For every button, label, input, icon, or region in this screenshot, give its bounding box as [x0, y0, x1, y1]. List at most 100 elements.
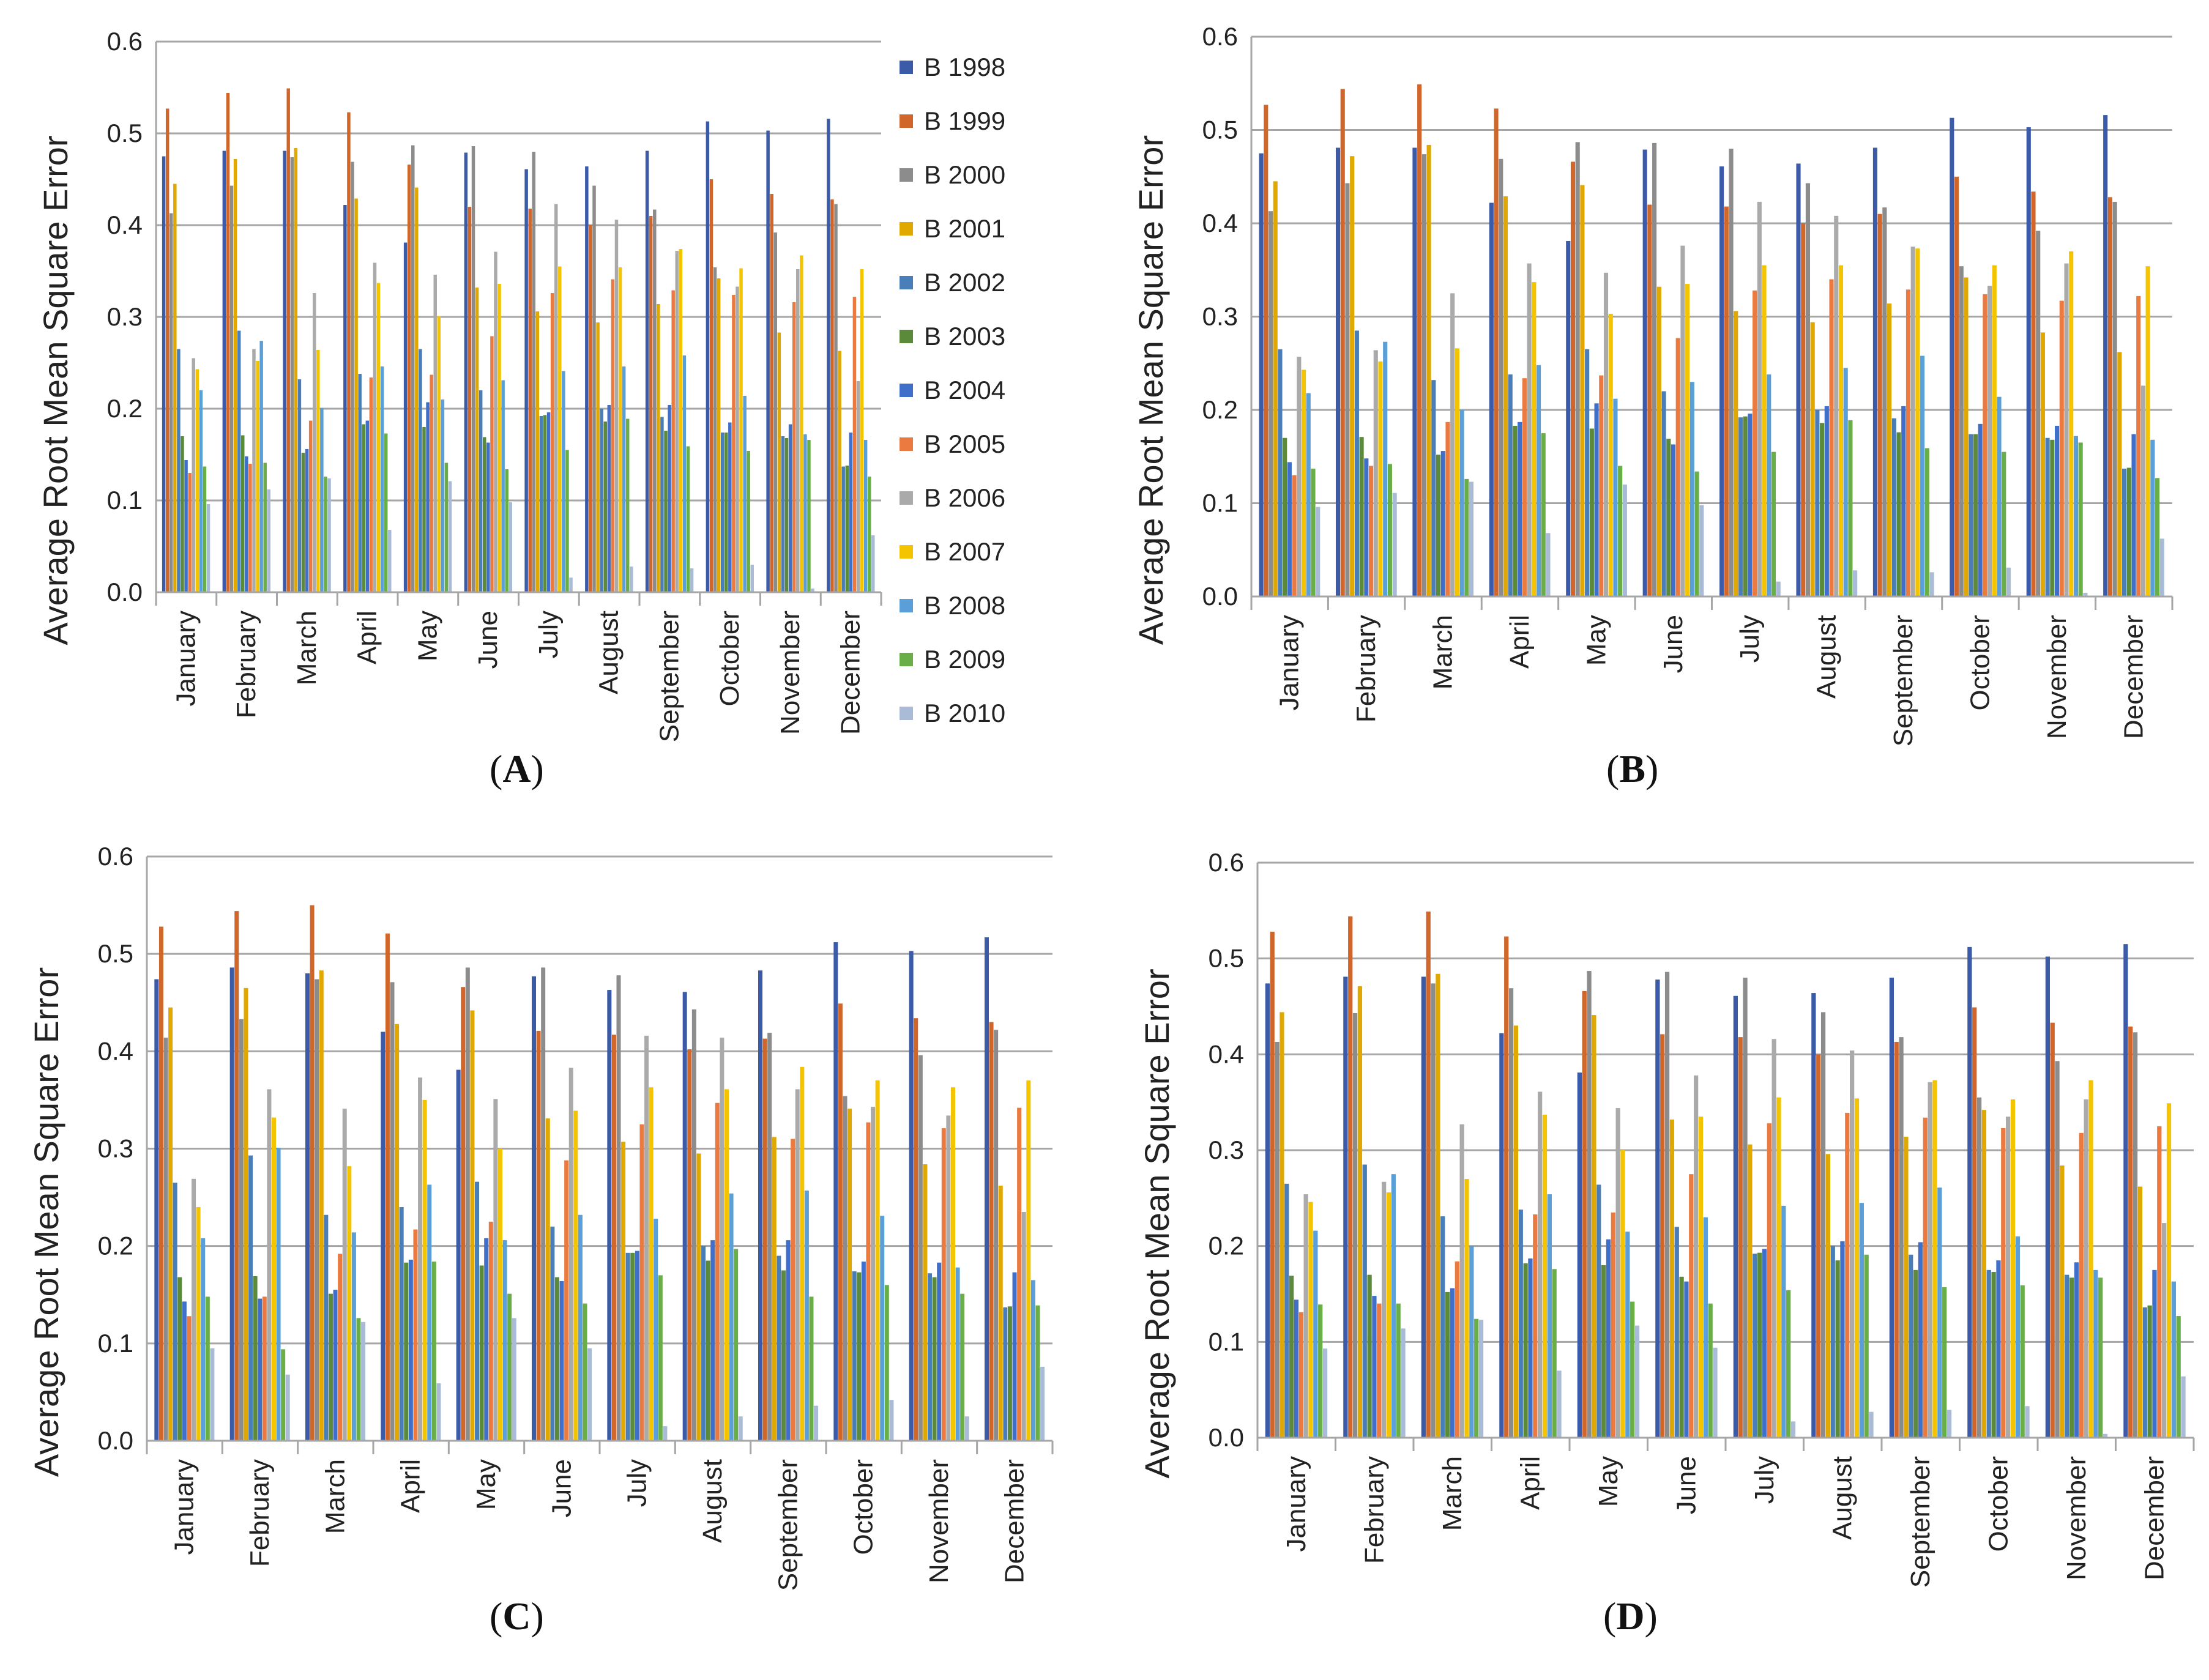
- bar: [1694, 471, 1699, 597]
- bar: [871, 1107, 876, 1441]
- bar: [845, 466, 849, 592]
- bar: [1450, 293, 1455, 597]
- bar: [1820, 423, 1825, 597]
- bar: [1899, 1037, 1904, 1438]
- bar: [1504, 936, 1509, 1438]
- bar: [1796, 163, 1801, 597]
- bar: [1354, 330, 1359, 597]
- bar: [1656, 286, 1661, 597]
- bar: [1669, 1119, 1675, 1438]
- bar: [2093, 1269, 2098, 1438]
- y-tick-label: 0.5: [1209, 944, 1244, 973]
- bar: [2050, 439, 2055, 597]
- bar: [497, 1148, 502, 1441]
- bar: [1536, 365, 1541, 597]
- bar: [585, 166, 589, 592]
- bar: [800, 255, 803, 592]
- legend-item: B 2006: [900, 480, 1005, 516]
- bar: [1546, 533, 1551, 597]
- bar-chart-c: 0.0 0.1 0.2 0.3 0.4 0.5 0.6 January February Marc…: [27, 842, 1054, 1591]
- y-tick-label: 0.2: [1209, 1232, 1244, 1260]
- bar: [2010, 1099, 2016, 1438]
- bar: [621, 1142, 626, 1441]
- bar: [875, 1080, 880, 1441]
- bar: [1382, 1181, 1387, 1438]
- bar: [411, 145, 415, 592]
- bar: [1464, 1179, 1469, 1438]
- bar: [1680, 245, 1685, 597]
- bar: [187, 1316, 192, 1441]
- bar: [1587, 971, 1592, 1438]
- bar: [1713, 1347, 1718, 1438]
- bar: [734, 1249, 739, 1441]
- bar: [1859, 1203, 1864, 1438]
- x-category-label: August: [594, 611, 624, 694]
- bar: [1910, 247, 1915, 597]
- legend-swatch: [900, 222, 913, 236]
- bar: [327, 478, 331, 592]
- x-category-label: December: [2139, 1456, 2169, 1580]
- bar-chart-d: 0.0 0.1 0.2 0.3 0.4 0.5 0.6 January February Marc…: [1138, 848, 2195, 1588]
- bar: [1634, 1325, 1640, 1438]
- bar: [1611, 1212, 1615, 1438]
- legend-swatch: [900, 491, 913, 505]
- legend-item: B 2010: [900, 695, 1005, 732]
- bar: [479, 390, 483, 592]
- bar: [937, 1262, 942, 1441]
- bar: [281, 1349, 286, 1441]
- bar: [263, 463, 267, 592]
- bar: [2006, 1117, 2011, 1438]
- y-tick-label: 0.4: [1209, 1039, 1244, 1068]
- bar: [630, 567, 633, 592]
- bar: [444, 463, 449, 592]
- bar: [494, 251, 497, 592]
- x-category-label: May: [471, 1459, 501, 1510]
- bar: [1824, 406, 1829, 597]
- bar: [788, 424, 792, 592]
- bar: [1811, 993, 1816, 1438]
- bar: [625, 1252, 630, 1441]
- bar: [960, 1293, 965, 1441]
- bar: [1340, 89, 1345, 597]
- bar: [1259, 153, 1264, 597]
- bar: [1552, 1269, 1557, 1438]
- bar: [1343, 976, 1348, 1438]
- bar: [173, 1183, 177, 1441]
- y-tick-label: 0.1: [98, 1329, 133, 1358]
- bar: [543, 415, 547, 592]
- bar: [2121, 469, 2127, 597]
- bar: [682, 355, 687, 592]
- bar: [407, 165, 411, 592]
- bar: [1523, 1263, 1528, 1438]
- legend-swatch: [900, 545, 913, 559]
- bar: [1652, 143, 1657, 597]
- bar: [328, 1293, 333, 1441]
- x-category-label: January: [171, 611, 201, 707]
- bar: [347, 112, 351, 592]
- bar: [871, 535, 875, 592]
- bar: [1026, 1080, 1031, 1441]
- bar: [1882, 207, 1887, 597]
- bar: [188, 473, 192, 592]
- bar: [1275, 1041, 1280, 1438]
- bar: [1734, 311, 1738, 597]
- bar: [1830, 1246, 1835, 1438]
- bar: [310, 905, 315, 1441]
- bar: [866, 1122, 871, 1441]
- bar: [2078, 442, 2083, 597]
- x-category-label: July: [622, 1459, 652, 1507]
- bar: [736, 286, 739, 592]
- x-category-label: August: [1827, 1456, 1857, 1540]
- bar: [2045, 956, 2050, 1438]
- bar: [436, 1383, 441, 1441]
- bar: [1278, 349, 1283, 597]
- legend-item: B 1998: [900, 49, 1005, 86]
- bar: [1869, 1411, 1874, 1438]
- bar: [1719, 166, 1724, 597]
- legend-label: B 2004: [924, 376, 1006, 404]
- bar: [1378, 361, 1383, 597]
- bar: [1608, 313, 1613, 597]
- bar: [725, 433, 728, 592]
- bar: [1923, 1117, 1928, 1438]
- bar: [1825, 1154, 1831, 1438]
